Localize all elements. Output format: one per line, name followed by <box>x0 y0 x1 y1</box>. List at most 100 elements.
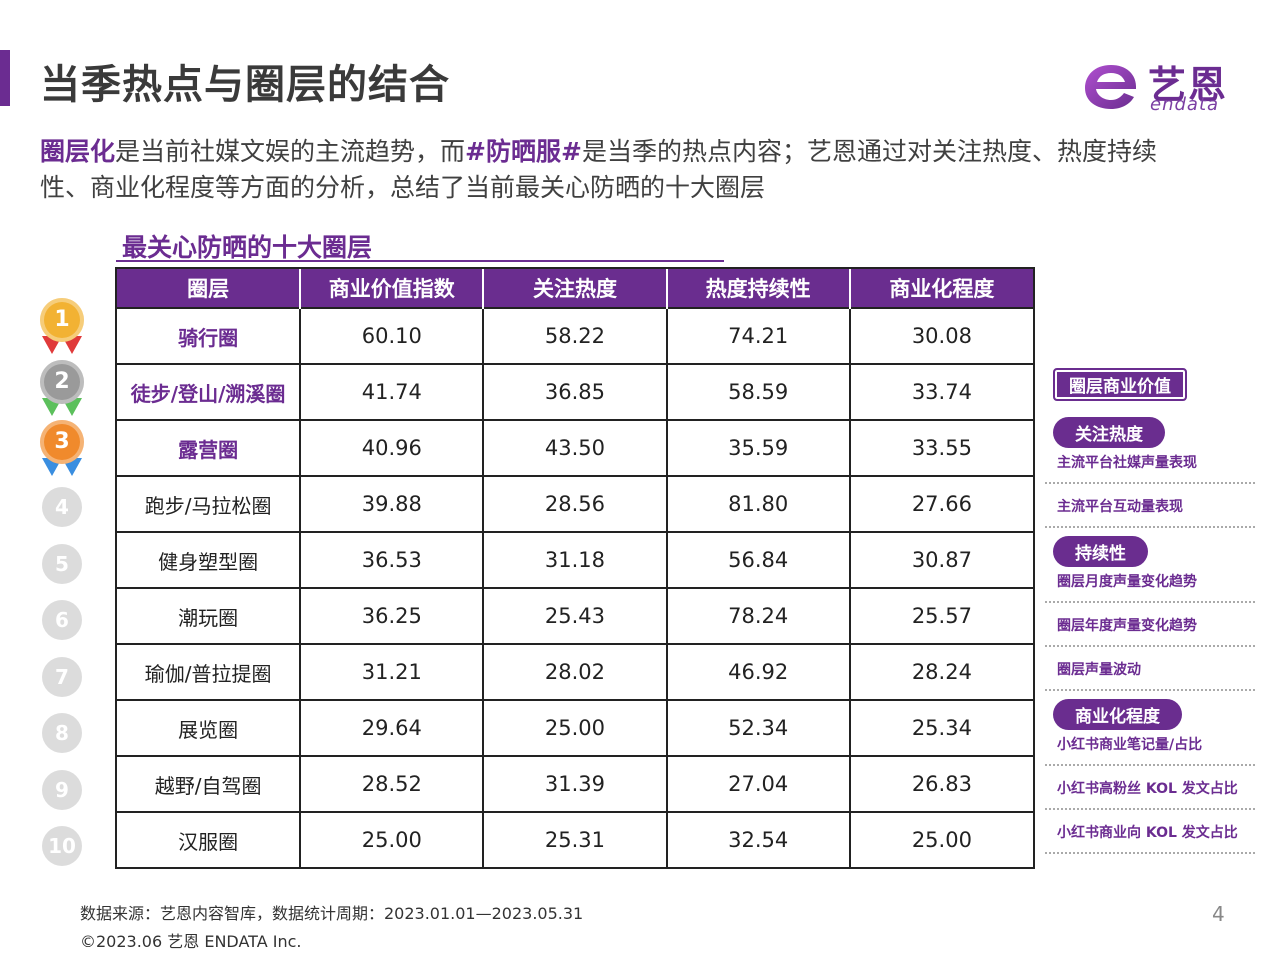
circle-name: 越野/自驾圈 <box>117 755 302 812</box>
table-cell: 36.85 <box>483 363 668 420</box>
table-cell: 52.34 <box>666 699 851 756</box>
circle-name: 露营圈 <box>117 419 302 476</box>
column-header: 圈层 <box>117 269 302 308</box>
table-row: 越野/自驾圈 28.52 31.39 27.04 26.83 <box>117 755 1033 812</box>
rank-number: 2 <box>40 360 84 404</box>
circle-name: 瑜伽/普拉提圈 <box>117 643 302 700</box>
table-cell: 78.24 <box>666 587 851 644</box>
legend-heading-heat: 关注热度 <box>1053 417 1165 448</box>
circle-name: 展览圈 <box>117 699 302 756</box>
table-cell: 39.88 <box>300 475 485 532</box>
brand-logo: 艺恩 endata <box>1082 58 1242 118</box>
circle-name: 汉服圈 <box>117 811 302 867</box>
table-cell: 36.53 <box>300 531 485 588</box>
table-cell: 35.59 <box>666 419 851 476</box>
rank-badge: 4 <box>42 487 82 527</box>
intro-text-2: 是当季的热点内容；艺恩通过对关注热度、热度持续性、商业化程度等方面的分析，总结了… <box>40 137 1157 202</box>
intro-highlight-1: 圈层化 <box>40 137 116 166</box>
column-header: 商业化程度 <box>849 269 1033 308</box>
table-row: 汉服圈 25.00 25.31 32.54 25.00 <box>117 811 1033 867</box>
table-row: 瑜伽/普拉提圈 31.21 28.02 46.92 28.24 <box>117 643 1033 700</box>
legend-item: 圈层年度声量变化趋势 <box>1045 603 1255 647</box>
column-header: 关注热度 <box>483 269 668 308</box>
rank-badge: 9 <box>42 770 82 810</box>
table-cell: 32.54 <box>666 811 851 867</box>
table-cell: 28.56 <box>483 475 668 532</box>
legend-item: 主流平台社媒声量表现 <box>1045 448 1255 484</box>
table-cell: 25.31 <box>483 811 668 867</box>
legend-item: 小红书高粉丝 KOL 发文占比 <box>1045 766 1255 810</box>
table-cell: 31.21 <box>300 643 485 700</box>
column-header: 商业价值指数 <box>300 269 485 308</box>
table-row: 徒步/登山/溯溪圈 41.74 36.85 58.59 33.74 <box>117 363 1033 420</box>
rank-badge: 7 <box>42 657 82 697</box>
circle-name: 骑行圈 <box>117 307 302 364</box>
legend-item: 圈层月度声量变化趋势 <box>1045 567 1255 603</box>
table-row: 骑行圈 60.10 58.22 74.21 30.08 <box>117 307 1033 364</box>
data-source-note: 数据来源：艺恩内容智库，数据统计周期：2023.01.01—2023.05.31 <box>80 904 584 923</box>
table-cell: 30.87 <box>849 531 1033 588</box>
table-cell: 36.25 <box>300 587 485 644</box>
table-row: 跑步/马拉松圈 39.88 28.56 81.80 27.66 <box>117 475 1033 532</box>
legend-item: 主流平台互动量表现 <box>1045 484 1255 528</box>
brand-name-cn: 艺恩 <box>1148 63 1229 107</box>
table-row: 健身塑型圈 36.53 31.18 56.84 30.87 <box>117 531 1033 588</box>
table-cell: 27.04 <box>666 755 851 812</box>
table-row: 潮玩圈 36.25 25.43 78.24 25.57 <box>117 587 1033 644</box>
gold-medal-icon: 1 <box>36 298 88 360</box>
table-cell: 81.80 <box>666 475 851 532</box>
table-cell: 74.21 <box>666 307 851 364</box>
legend-item: 小红书商业笔记量/占比 <box>1045 730 1255 766</box>
table-cell: 41.74 <box>300 363 485 420</box>
circle-name: 徒步/登山/溯溪圈 <box>117 363 302 420</box>
table-cell: 33.55 <box>849 419 1033 476</box>
table-cell: 31.39 <box>483 755 668 812</box>
table-cell: 28.02 <box>483 643 668 700</box>
circle-name: 健身塑型圈 <box>117 531 302 588</box>
table-cell: 25.00 <box>849 811 1033 867</box>
silver-medal-icon: 2 <box>36 360 88 422</box>
table-cell: 28.24 <box>849 643 1033 700</box>
page-number: 4 <box>1212 902 1225 926</box>
ranking-table: 圈层 商业价值指数 关注热度 热度持续性 商业化程度 骑行圈 60.10 58.… <box>115 267 1035 869</box>
table-cell: 25.00 <box>300 811 485 867</box>
rank-number: 1 <box>40 298 84 342</box>
rank-badge: 10 <box>42 826 82 866</box>
intro-text-1: 是当前社媒文娱的主流趋势，而 <box>115 137 466 166</box>
table-cell: 58.59 <box>666 363 851 420</box>
table-cell: 30.08 <box>849 307 1033 364</box>
rank-badge: 6 <box>42 600 82 640</box>
bronze-medal-icon: 3 <box>36 420 88 482</box>
intro-highlight-2: #防晒服# <box>465 137 582 166</box>
table-cell: 25.57 <box>849 587 1033 644</box>
table-cell: 25.43 <box>483 587 668 644</box>
legend-item: 圈层声量波动 <box>1045 647 1255 691</box>
table-cell: 26.83 <box>849 755 1033 812</box>
copyright-note: ©2023.06 艺恩 ENDATA Inc. <box>80 932 302 951</box>
table-cell: 29.64 <box>300 699 485 756</box>
table-cell: 60.10 <box>300 307 485 364</box>
table-header-row: 圈层 商业价值指数 关注热度 热度持续性 商业化程度 <box>117 269 1033 308</box>
legend-item: 小红书商业向 KOL 发文占比 <box>1045 810 1255 854</box>
table-row: 展览圈 29.64 25.00 52.34 25.34 <box>117 699 1033 756</box>
brand-name-en: endata <box>1150 94 1220 115</box>
rank-number: 3 <box>40 420 84 464</box>
table-title: 最关心防晒的十大圈层 <box>122 233 373 262</box>
circle-name: 跑步/马拉松圈 <box>117 475 302 532</box>
table-cell: 58.22 <box>483 307 668 364</box>
legend-heading-commercial: 商业化程度 <box>1053 699 1182 730</box>
rank-badge: 8 <box>42 713 82 753</box>
intro-paragraph: 圈层化是当前社媒文娱的主流趋势，而#防晒服#是当季的热点内容；艺恩通过对关注热度… <box>40 134 1160 206</box>
legend-heading-value: 圈层商业价值 <box>1053 368 1187 401</box>
table-cell: 25.00 <box>483 699 668 756</box>
title-accent-bar <box>0 50 10 106</box>
table-cell: 43.50 <box>483 419 668 476</box>
column-header: 热度持续性 <box>666 269 851 308</box>
rank-badge: 5 <box>42 544 82 584</box>
circle-name: 潮玩圈 <box>117 587 302 644</box>
table-cell: 27.66 <box>849 475 1033 532</box>
table-row: 露营圈 40.96 43.50 35.59 33.55 <box>117 419 1033 476</box>
table-cell: 40.96 <box>300 419 485 476</box>
table-cell: 25.34 <box>849 699 1033 756</box>
table-cell: 56.84 <box>666 531 851 588</box>
